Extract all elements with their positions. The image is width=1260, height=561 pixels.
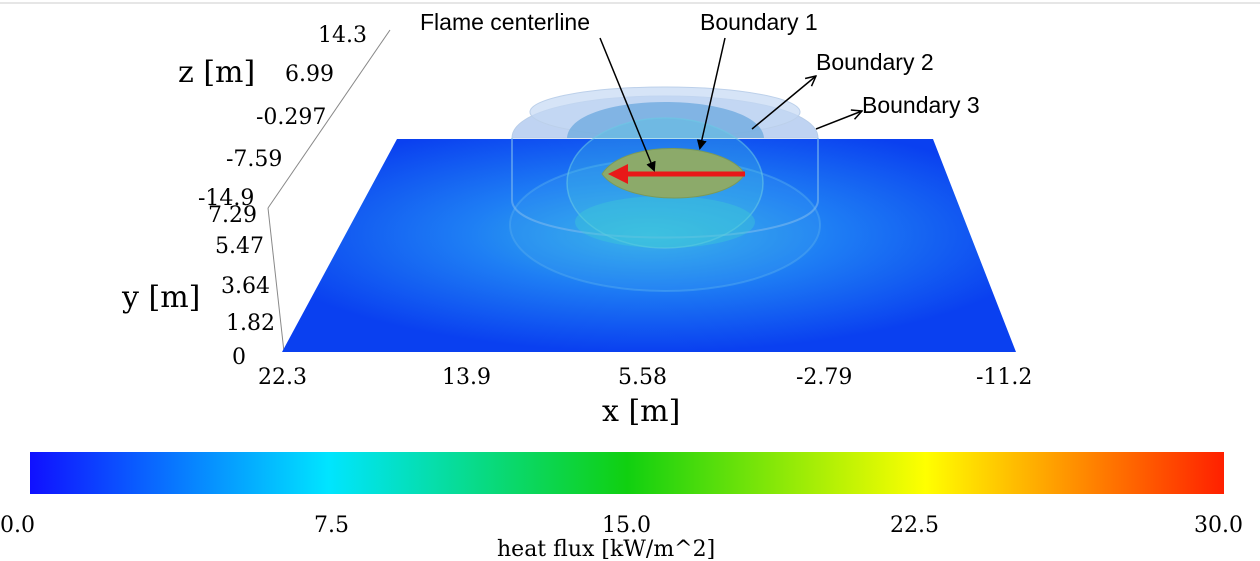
y-tick-1: 7.29 [208, 203, 257, 228]
colorbar-tick-4: 22.5 [890, 513, 939, 538]
y-axis-line [267, 207, 285, 353]
colorbar-tick-3: 15.0 [602, 513, 651, 538]
colorbar-tick-1: 0.0 [0, 513, 35, 538]
z-tick-5: -14.9 [198, 186, 254, 211]
x-tick-1: 22.3 [258, 365, 307, 390]
x-tick-4: -2.79 [796, 365, 852, 390]
x-tick-3: 5.58 [618, 365, 667, 390]
z-axis-line [267, 29, 391, 209]
flame-centerline-label: Flame centerline [420, 9, 590, 35]
boundary-1-leader [696, 37, 726, 150]
y-tick-4: 1.82 [226, 311, 275, 336]
heat-flux-plane [282, 139, 1016, 352]
boundary-2-leader [751, 76, 816, 130]
colorbar [30, 452, 1224, 494]
colorbar-tick-5: 30.0 [1194, 513, 1243, 538]
flame-centerline-leader [599, 37, 656, 172]
x-axis-label: x [m] [602, 394, 680, 429]
boundary-3-label: Boundary 3 [862, 92, 980, 118]
colorbar-tick-2: 7.5 [314, 513, 349, 538]
y-tick-5: 0 [232, 345, 246, 370]
y-tick-3: 3.64 [221, 274, 270, 299]
y-tick-2: 5.47 [215, 234, 264, 259]
boundary-1-label: Boundary 1 [700, 9, 818, 35]
y-axis-label: y [m] [121, 280, 200, 315]
z-tick-2: 6.99 [285, 62, 334, 87]
x-tick-5: -11.2 [976, 365, 1032, 390]
boundary-2-footprint [575, 196, 755, 248]
x-tick-2: 13.9 [442, 365, 491, 390]
centerline-arrow-head [608, 164, 628, 184]
z-tick-4: -7.59 [226, 147, 282, 172]
boundary-3-leader [815, 111, 862, 130]
colorbar-label: heat flux [kW/m^2] [497, 537, 715, 561]
z-axis-label: z [m] [178, 55, 255, 90]
boundary-3-walls [511, 138, 819, 239]
z-tick-3: -0.297 [256, 105, 326, 130]
boundary-2-label: Boundary 2 [816, 49, 934, 75]
z-tick-1: 14.3 [318, 23, 367, 48]
boundary-2-surface-top [567, 102, 764, 138]
